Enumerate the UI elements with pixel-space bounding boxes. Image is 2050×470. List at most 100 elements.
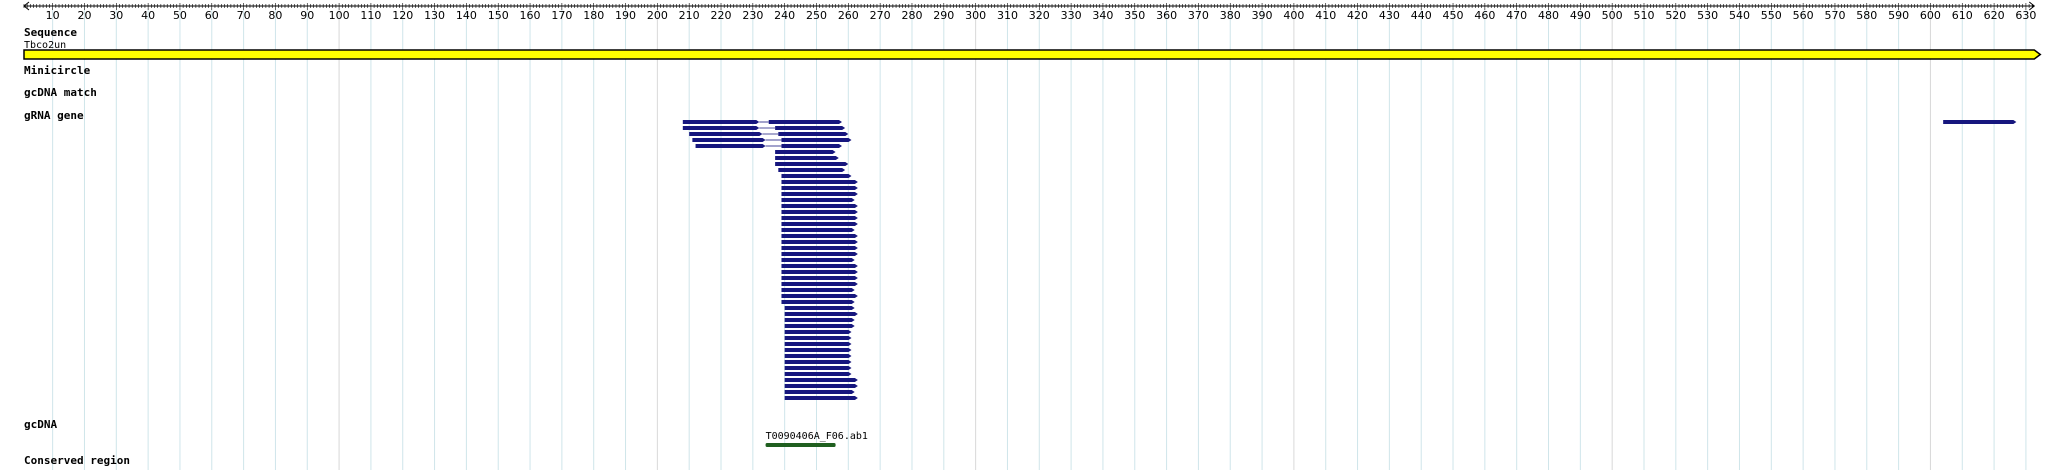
grna-feature[interactable] xyxy=(682,126,846,130)
grna-feature-bar[interactable] xyxy=(682,120,760,124)
grna-feature-bar[interactable] xyxy=(781,192,858,196)
grna-feature-bar[interactable] xyxy=(781,300,855,304)
grna-feature[interactable] xyxy=(692,138,852,142)
grna-feature[interactable] xyxy=(781,240,858,244)
grna-feature-bar[interactable] xyxy=(781,240,858,244)
grna-feature-bar[interactable] xyxy=(775,150,836,154)
grna-feature-bar[interactable] xyxy=(781,276,858,280)
grna-feature-bar[interactable] xyxy=(781,186,858,190)
grna-feature[interactable] xyxy=(781,192,858,196)
grna-feature[interactable] xyxy=(784,366,852,370)
grna-feature[interactable] xyxy=(781,180,858,184)
grna-feature[interactable] xyxy=(784,312,858,316)
grna-feature[interactable] xyxy=(778,168,846,172)
grna-feature-bar[interactable] xyxy=(784,354,852,358)
grna-feature-bar[interactable] xyxy=(682,126,760,130)
grna-feature-bar[interactable] xyxy=(775,156,839,160)
grna-feature[interactable] xyxy=(781,216,858,220)
grna-feature[interactable] xyxy=(784,372,852,376)
gcdna-feature-bar[interactable] xyxy=(765,443,836,447)
grna-feature-bar[interactable] xyxy=(781,138,852,142)
grna-feature-bar[interactable] xyxy=(784,306,855,310)
grna-feature-bar[interactable] xyxy=(781,258,855,262)
grna-feature-bar[interactable] xyxy=(695,144,766,148)
grna-feature[interactable] xyxy=(781,276,858,280)
grna-feature[interactable] xyxy=(1943,120,2017,124)
grna-feature[interactable] xyxy=(781,228,855,232)
grna-feature-bar[interactable] xyxy=(784,378,858,382)
grna-feature[interactable] xyxy=(781,246,858,250)
grna-feature[interactable] xyxy=(781,252,858,256)
grna-feature[interactable] xyxy=(775,162,849,166)
grna-feature-bar[interactable] xyxy=(781,210,858,214)
grna-feature-bar[interactable] xyxy=(781,180,858,184)
grna-feature-bar[interactable] xyxy=(689,132,763,136)
grna-feature[interactable] xyxy=(784,354,852,358)
grna-feature[interactable] xyxy=(784,360,852,364)
grna-feature-bar[interactable] xyxy=(781,282,858,286)
grna-feature-bar[interactable] xyxy=(784,312,858,316)
grna-feature-bar[interactable] xyxy=(784,360,852,364)
grna-feature-bar[interactable] xyxy=(781,198,855,202)
grna-feature-bar[interactable] xyxy=(781,222,858,226)
grna-feature-bar[interactable] xyxy=(784,324,855,328)
grna-feature[interactable] xyxy=(781,204,858,208)
grna-feature-bar[interactable] xyxy=(778,132,849,136)
grna-feature[interactable] xyxy=(781,174,852,178)
grna-feature[interactable] xyxy=(784,336,852,340)
grna-feature[interactable] xyxy=(784,330,852,334)
grna-feature[interactable] xyxy=(781,198,855,202)
grna-feature-bar[interactable] xyxy=(784,336,852,340)
grna-feature[interactable] xyxy=(775,156,839,160)
grna-feature[interactable] xyxy=(781,234,858,238)
grna-feature-bar[interactable] xyxy=(781,252,858,256)
grna-feature[interactable] xyxy=(784,378,858,382)
grna-feature-bar[interactable] xyxy=(784,390,855,394)
grna-feature[interactable] xyxy=(689,132,849,136)
grna-feature[interactable] xyxy=(784,342,852,346)
grna-feature-bar[interactable] xyxy=(784,330,852,334)
grna-feature-bar[interactable] xyxy=(781,246,858,250)
grna-feature-bar[interactable] xyxy=(784,396,858,400)
grna-feature-bar[interactable] xyxy=(781,216,858,220)
grna-feature[interactable] xyxy=(784,318,855,322)
grna-feature-bar[interactable] xyxy=(1943,120,2017,124)
grna-feature[interactable] xyxy=(781,288,855,292)
grna-feature-bar[interactable] xyxy=(784,384,858,388)
grna-feature-bar[interactable] xyxy=(784,348,852,352)
grna-feature[interactable] xyxy=(781,264,858,268)
grna-feature-bar[interactable] xyxy=(784,342,852,346)
grna-feature-bar[interactable] xyxy=(784,372,852,376)
grna-feature[interactable] xyxy=(781,186,858,190)
grna-feature[interactable] xyxy=(784,324,855,328)
grna-feature-bar[interactable] xyxy=(692,138,766,142)
grna-feature[interactable] xyxy=(784,384,858,388)
grna-feature-bar[interactable] xyxy=(781,294,858,298)
grna-feature-bar[interactable] xyxy=(781,174,852,178)
grna-feature[interactable] xyxy=(682,120,842,124)
grna-feature[interactable] xyxy=(695,144,842,148)
grna-feature[interactable] xyxy=(784,348,852,352)
grna-feature[interactable] xyxy=(784,390,855,394)
grna-feature[interactable] xyxy=(781,270,858,274)
sequence-arrow[interactable] xyxy=(23,49,2042,60)
grna-feature[interactable] xyxy=(784,306,855,310)
grna-feature[interactable] xyxy=(781,222,858,226)
grna-feature-bar[interactable] xyxy=(784,366,852,370)
grna-feature[interactable] xyxy=(775,150,836,154)
sequence-bar[interactable] xyxy=(23,49,2042,60)
grna-feature-bar[interactable] xyxy=(784,318,855,322)
grna-feature[interactable] xyxy=(781,210,858,214)
grna-feature-bar[interactable] xyxy=(775,162,849,166)
grna-feature-bar[interactable] xyxy=(768,120,842,124)
grna-feature-bar[interactable] xyxy=(781,288,855,292)
grna-feature-bar[interactable] xyxy=(781,228,855,232)
grna-feature[interactable] xyxy=(781,294,858,298)
grna-feature-bar[interactable] xyxy=(781,270,858,274)
grna-feature[interactable] xyxy=(784,396,858,400)
grna-feature[interactable] xyxy=(781,282,858,286)
grna-feature-bar[interactable] xyxy=(775,126,846,130)
grna-feature-bar[interactable] xyxy=(781,144,842,148)
grna-feature-bar[interactable] xyxy=(781,264,858,268)
grna-feature[interactable] xyxy=(781,258,855,262)
